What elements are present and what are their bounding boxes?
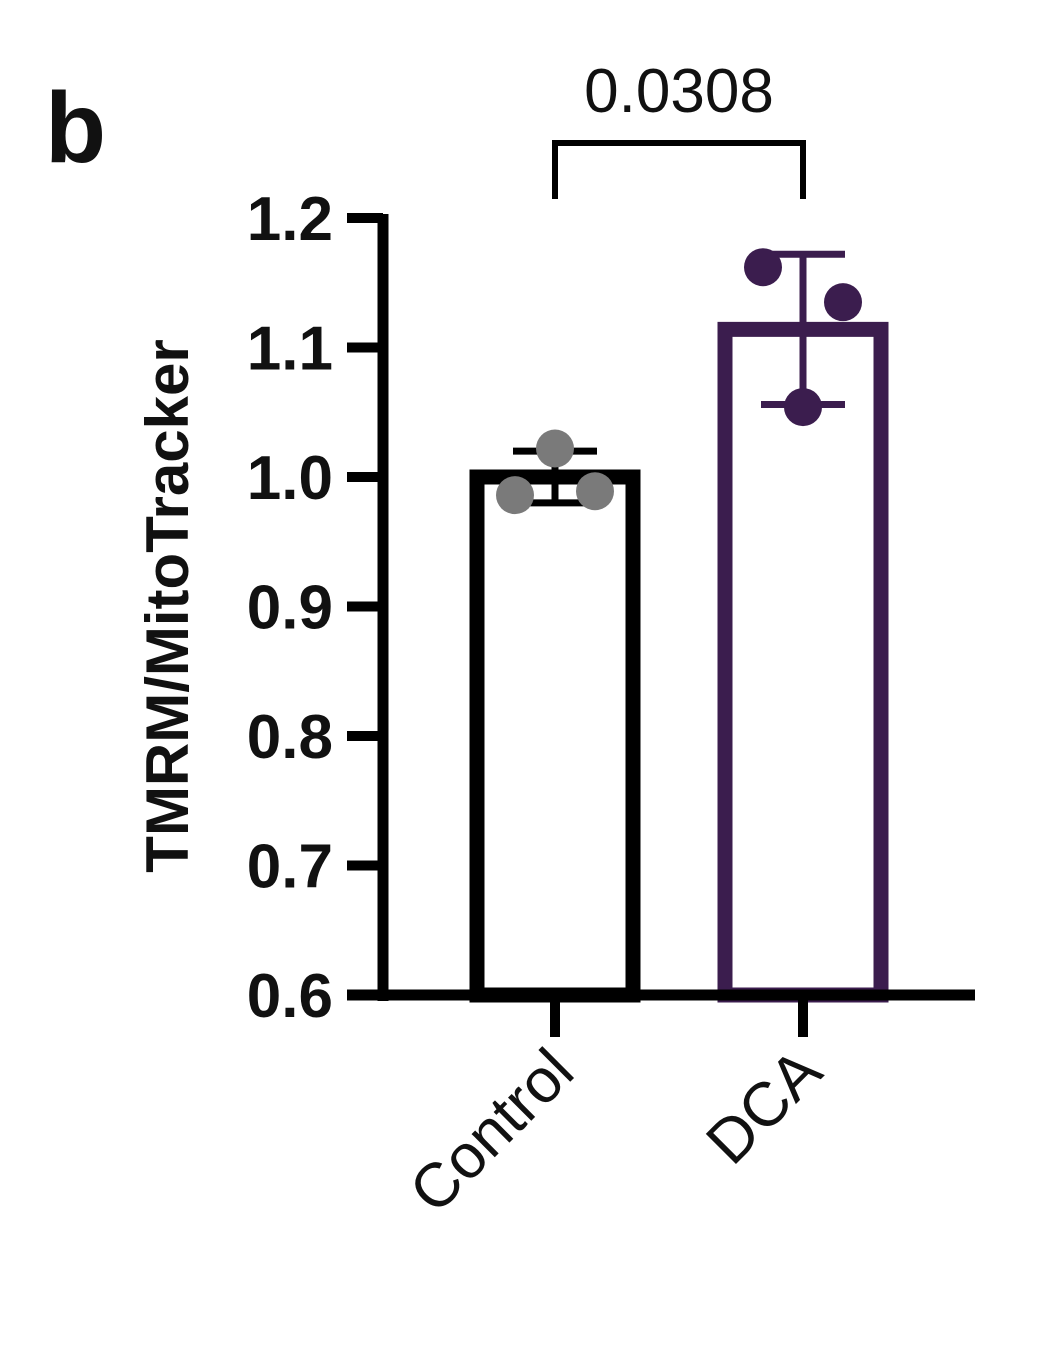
significance-bracket: 0.0308 <box>552 57 806 199</box>
y-tick-label: 0.8 <box>247 703 333 772</box>
data-point <box>496 476 534 515</box>
y-axis: 0.6 0.7 0.8 0.9 1.0 1.1 1.2 <box>247 185 389 1031</box>
y-tick-label: 1.0 <box>247 444 333 513</box>
x-tick-label-control: Control <box>397 1036 587 1226</box>
x-axis: Control DCA <box>347 989 975 1226</box>
y-tick-label: 1.1 <box>247 315 333 384</box>
y-tick-label: 0.7 <box>247 833 333 902</box>
y-tick-label: 0.6 <box>247 962 333 1031</box>
data-point <box>536 429 574 468</box>
significance-bracket-line <box>552 140 806 199</box>
data-point <box>576 472 614 511</box>
y-tick-label: 0.9 <box>247 574 333 643</box>
bar-control <box>469 469 641 1003</box>
panel-label: b <box>45 72 106 184</box>
data-point <box>824 283 862 322</box>
x-tick-label-dca: DCA <box>694 1036 836 1178</box>
bars <box>469 248 889 1003</box>
bar-dca <box>717 321 889 1003</box>
data-point <box>744 248 782 287</box>
data-point <box>784 388 822 427</box>
significance-label: 0.0308 <box>584 57 774 126</box>
y-tick-label: 1.2 <box>247 185 333 254</box>
y-axis-label: TMRM/MitoTracker <box>134 339 201 872</box>
